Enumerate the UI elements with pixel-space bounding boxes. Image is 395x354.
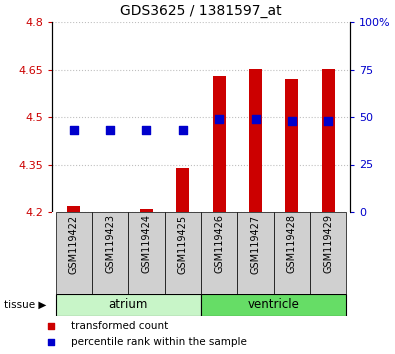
Point (325, 118, 331, 124)
Bar (249, 69, 262, 212)
Text: tissue ▶: tissue ▶ (4, 300, 46, 310)
Bar (237, 212, 274, 294)
Bar (322, 69, 335, 212)
Point (143, 127, 150, 133)
Text: GSM119425: GSM119425 (178, 215, 188, 274)
Bar (140, 209, 153, 212)
Bar (274, 212, 310, 294)
Bar (213, 76, 226, 212)
Bar (56, 294, 201, 316)
Text: GSM119422: GSM119422 (69, 215, 79, 274)
Text: GSM119429: GSM119429 (323, 215, 333, 273)
Text: ventricle: ventricle (248, 298, 300, 312)
Point (48, 339, 55, 345)
Bar (201, 294, 346, 316)
Bar (68, 206, 80, 212)
Point (107, 127, 113, 133)
Point (71, 127, 77, 133)
Text: GSM119428: GSM119428 (287, 215, 297, 273)
Text: GSM119424: GSM119424 (141, 215, 152, 273)
Text: GSM119426: GSM119426 (214, 215, 224, 273)
Bar (201, 212, 237, 294)
Text: atrium: atrium (109, 298, 148, 312)
Bar (286, 79, 298, 212)
Bar (177, 168, 189, 212)
Text: transformed count: transformed count (71, 321, 168, 331)
Bar (310, 212, 346, 294)
Point (180, 127, 186, 133)
Bar (56, 212, 92, 294)
Bar (92, 212, 128, 294)
Point (289, 118, 295, 124)
Text: percentile rank within the sample: percentile rank within the sample (71, 337, 247, 347)
Point (252, 116, 259, 122)
Text: GSM119423: GSM119423 (105, 215, 115, 273)
Point (48, 323, 55, 329)
Bar (165, 212, 201, 294)
Text: GSM119427: GSM119427 (250, 215, 261, 274)
Point (216, 116, 222, 122)
Title: GDS3625 / 1381597_at: GDS3625 / 1381597_at (120, 4, 282, 18)
Bar (128, 212, 165, 294)
